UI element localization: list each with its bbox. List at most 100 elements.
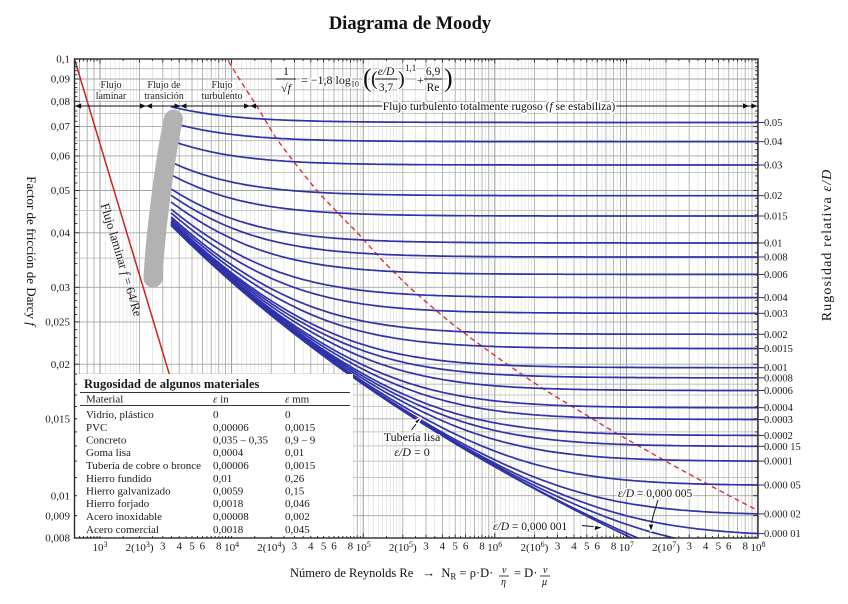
svg-text:0.0006: 0.0006 bbox=[764, 386, 793, 397]
svg-text:laminar: laminar bbox=[96, 91, 127, 102]
svg-text:1: 1 bbox=[283, 64, 289, 78]
svg-text:0,03: 0,03 bbox=[51, 282, 71, 294]
svg-text:2(106): 2(106) bbox=[520, 540, 548, 554]
svg-text:= D·: = D· bbox=[514, 566, 537, 580]
svg-text:): ) bbox=[444, 64, 453, 93]
svg-text:5: 5 bbox=[716, 541, 722, 553]
svg-text:0,9 – 9: 0,9 – 9 bbox=[285, 435, 316, 447]
svg-text:ε/D = 0: ε/D = 0 bbox=[394, 445, 430, 459]
svg-text:6,9: 6,9 bbox=[426, 66, 441, 78]
svg-text:Goma lisa: Goma lisa bbox=[86, 447, 131, 459]
svg-text:2(104): 2(104) bbox=[257, 540, 285, 554]
svg-text:0.000 15: 0.000 15 bbox=[764, 442, 801, 453]
svg-text:0.003: 0.003 bbox=[764, 309, 788, 320]
svg-text:Rugosidad relativa ε/D: Rugosidad relativa ε/D bbox=[820, 169, 835, 322]
svg-text:+: + bbox=[417, 73, 424, 87]
svg-text:0.04: 0.04 bbox=[764, 137, 783, 148]
svg-text:0,1: 0,1 bbox=[56, 54, 70, 66]
svg-text:Vidrio, plástico: Vidrio, plástico bbox=[86, 409, 154, 421]
svg-text:2(103): 2(103) bbox=[126, 540, 154, 554]
svg-text:v: v bbox=[543, 565, 548, 576]
svg-text:0,01: 0,01 bbox=[285, 447, 304, 459]
svg-text:3: 3 bbox=[555, 541, 561, 553]
svg-text:0.03: 0.03 bbox=[764, 161, 782, 172]
svg-text:2(105): 2(105) bbox=[389, 540, 417, 554]
svg-text:0,035 – 0,35: 0,035 – 0,35 bbox=[213, 435, 269, 447]
svg-text:0,05: 0,05 bbox=[51, 185, 71, 197]
svg-text:0,01: 0,01 bbox=[213, 473, 232, 485]
svg-text:6: 6 bbox=[594, 541, 600, 553]
svg-text:0,0018: 0,0018 bbox=[213, 498, 244, 510]
svg-text:0.015: 0.015 bbox=[764, 212, 788, 223]
svg-text:6: 6 bbox=[331, 541, 337, 553]
svg-text:Acero comercial: Acero comercial bbox=[86, 524, 159, 536]
svg-text:0.0008: 0.0008 bbox=[764, 373, 793, 384]
svg-text:0.02: 0.02 bbox=[764, 191, 782, 202]
svg-text:Material: Material bbox=[86, 394, 123, 406]
svg-text:3: 3 bbox=[160, 541, 166, 553]
svg-text:Flujo de: Flujo de bbox=[147, 80, 181, 91]
svg-text:0.0003: 0.0003 bbox=[764, 415, 793, 426]
svg-text:2(107): 2(107) bbox=[652, 540, 680, 554]
svg-text:0,015: 0,015 bbox=[45, 413, 70, 425]
svg-text:transición: transición bbox=[144, 91, 183, 102]
svg-text:ε/D = 0,000 001: ε/D = 0,000 001 bbox=[493, 521, 568, 533]
svg-text:Acero inoxidable: Acero inoxidable bbox=[86, 511, 162, 523]
svg-text:Re: Re bbox=[427, 82, 440, 94]
svg-text:0.008: 0.008 bbox=[764, 253, 788, 264]
svg-text:4: 4 bbox=[703, 541, 709, 553]
svg-text:1,1: 1,1 bbox=[405, 63, 416, 73]
svg-text:0: 0 bbox=[285, 409, 291, 421]
svg-text:Número de Reynolds Re → NR: Número de Reynolds Re → NR = ρ·D· bbox=[290, 566, 493, 582]
svg-text:(: ( bbox=[371, 68, 378, 90]
svg-text:5: 5 bbox=[189, 541, 195, 553]
svg-text:0,0015: 0,0015 bbox=[285, 460, 316, 472]
svg-text:(: ( bbox=[363, 64, 372, 93]
svg-text:ε mm: ε mm bbox=[285, 394, 310, 406]
svg-text:0.006: 0.006 bbox=[764, 270, 788, 281]
svg-text:0.01: 0.01 bbox=[764, 239, 782, 250]
svg-text:0,04: 0,04 bbox=[51, 227, 71, 239]
svg-text:0,09: 0,09 bbox=[51, 74, 71, 86]
svg-text:8: 8 bbox=[742, 541, 748, 553]
svg-text:Flujo turbulento totalmente ru: Flujo turbulento totalmente rugoso (f se… bbox=[383, 101, 616, 113]
svg-text:0,008: 0,008 bbox=[45, 533, 70, 545]
svg-text:turbulento: turbulento bbox=[201, 91, 242, 102]
svg-text:Concreto: Concreto bbox=[86, 435, 127, 447]
svg-text:0,00006: 0,00006 bbox=[213, 422, 249, 434]
svg-text:): ) bbox=[398, 68, 405, 90]
svg-text:μ: μ bbox=[541, 577, 547, 588]
svg-text:0,06: 0,06 bbox=[51, 151, 71, 163]
svg-text:ε/D = 0,000 005: ε/D = 0,000 005 bbox=[618, 488, 693, 500]
svg-text:Hierro galvanizado: Hierro galvanizado bbox=[86, 486, 171, 498]
svg-text:8: 8 bbox=[611, 541, 617, 553]
svg-text:Tubería de cobre o bronce: Tubería de cobre o bronce bbox=[86, 460, 201, 472]
svg-text:0.000 02: 0.000 02 bbox=[764, 509, 801, 520]
svg-text:3: 3 bbox=[423, 541, 429, 553]
svg-text:√f: √f bbox=[281, 81, 293, 95]
svg-text:5: 5 bbox=[321, 541, 327, 553]
svg-text:4: 4 bbox=[440, 541, 446, 553]
svg-text:0,00008: 0,00008 bbox=[213, 511, 249, 523]
svg-text:5: 5 bbox=[584, 541, 590, 553]
svg-text:Hierro forjado: Hierro forjado bbox=[86, 498, 150, 510]
svg-text:3: 3 bbox=[686, 541, 692, 553]
svg-text:0.0001: 0.0001 bbox=[764, 457, 793, 468]
svg-text:0,0015: 0,0015 bbox=[285, 422, 316, 434]
svg-text:0,009: 0,009 bbox=[45, 510, 70, 522]
svg-text:0,26: 0,26 bbox=[285, 473, 305, 485]
svg-text:ε in: ε in bbox=[213, 394, 229, 406]
svg-text:0,045: 0,045 bbox=[285, 524, 310, 536]
svg-text:6: 6 bbox=[463, 541, 469, 553]
svg-text:6: 6 bbox=[200, 541, 206, 553]
svg-text:0.001: 0.001 bbox=[764, 363, 788, 374]
svg-text:0,08: 0,08 bbox=[51, 96, 71, 108]
svg-text:Rugosidad de algunos materiale: Rugosidad de algunos materiales bbox=[84, 377, 260, 391]
svg-text:Tubería lisa: Tubería lisa bbox=[384, 430, 441, 444]
svg-text:Hierro fundido: Hierro fundido bbox=[86, 473, 152, 485]
svg-text:0.000 01: 0.000 01 bbox=[764, 529, 801, 540]
svg-text:3: 3 bbox=[292, 541, 298, 553]
svg-text:0,025: 0,025 bbox=[45, 317, 70, 329]
svg-text:0,02: 0,02 bbox=[51, 359, 70, 371]
svg-text:0,01: 0,01 bbox=[51, 490, 70, 502]
